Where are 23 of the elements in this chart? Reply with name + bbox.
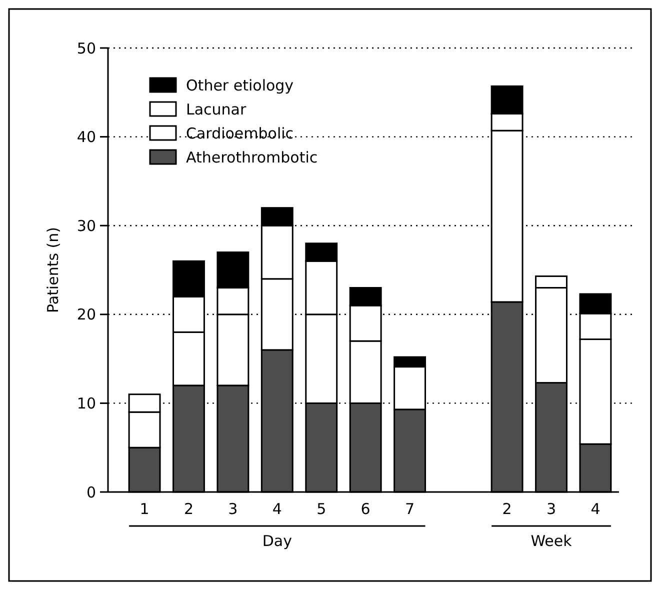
x-tick-label: 5	[316, 500, 326, 518]
x-tick-label: 1	[140, 500, 150, 518]
text: Week	[530, 532, 572, 550]
y-axis-title: Patients (n)	[44, 226, 62, 314]
legend-label: Cardioembolic	[186, 124, 294, 142]
x-tick-label: 4	[590, 500, 600, 518]
y-tick-label: 40	[76, 128, 96, 146]
y-tick-label: 50	[76, 39, 96, 58]
y-tick-label: 10	[76, 394, 96, 412]
x-tick-label: 6	[360, 500, 370, 518]
legend-label: Other etiology	[186, 76, 294, 94]
x-tick-label: 4	[272, 500, 282, 518]
y-tick-label: 0	[86, 483, 96, 502]
x-tick-label: 2	[502, 500, 512, 518]
x-tick-label: 2	[184, 500, 194, 518]
legend-label: Atherothrombotic	[186, 148, 318, 166]
y-tick-label: 20	[76, 306, 96, 324]
x-tick-label: 3	[228, 500, 238, 518]
legend-label: Lacunar	[186, 100, 247, 118]
x-tick-label: 3	[546, 500, 556, 518]
x-tick-label: 7	[405, 500, 415, 518]
y-tick-label: 30	[76, 216, 96, 235]
text: Day	[262, 532, 292, 550]
